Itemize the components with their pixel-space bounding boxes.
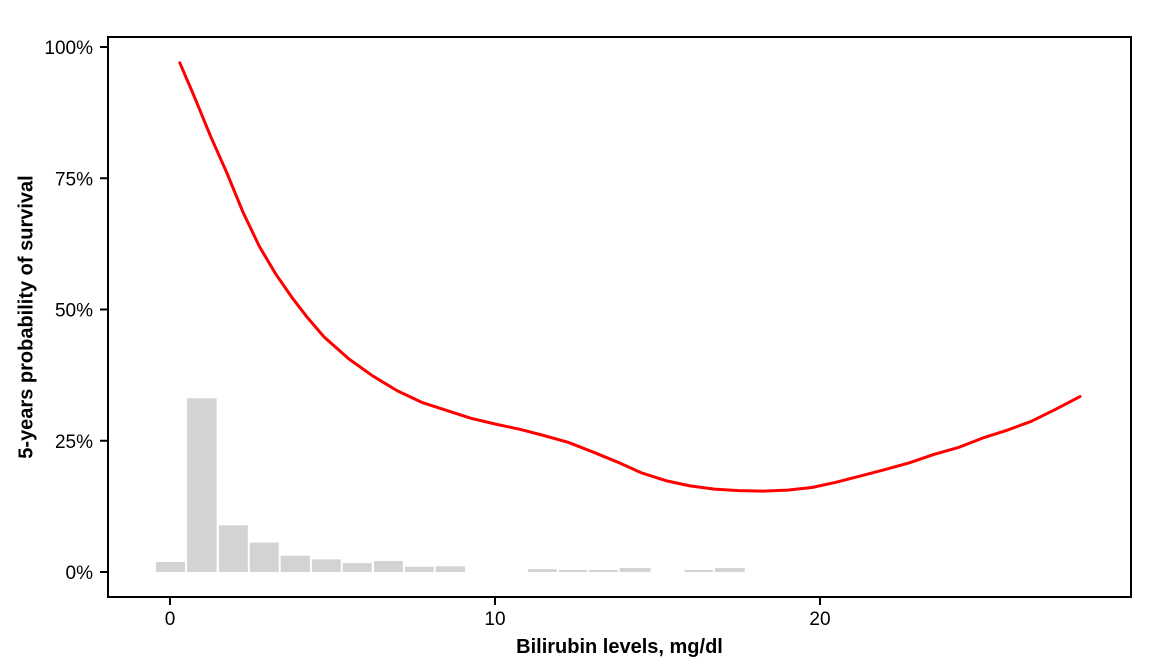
histogram-bar [249, 542, 279, 572]
y-axis-title: 5-years probability of survival [15, 175, 38, 459]
y-tick-label: 75% [55, 169, 93, 190]
histogram-bar [435, 566, 465, 572]
y-tick-label: 50% [55, 301, 93, 322]
x-axis-title: Bilirubin levels, mg/dl [516, 636, 723, 658]
histogram-bar [404, 566, 434, 572]
histogram-bar [187, 398, 217, 572]
x-tick-label: 0 [165, 609, 176, 630]
histogram-bar [155, 562, 186, 572]
histogram-bar [218, 525, 248, 572]
histogram-bar [684, 569, 713, 572]
histogram-bar [342, 563, 372, 572]
histogram-bar [714, 568, 745, 572]
histogram-bar [589, 569, 618, 572]
y-tick-label: 0% [66, 563, 94, 584]
histogram-bar [373, 560, 403, 572]
histogram-bar [528, 569, 557, 572]
panel-border [107, 36, 1132, 598]
histogram-bar [558, 569, 588, 572]
histogram-bar [619, 568, 651, 572]
x-tick-label: 10 [484, 609, 505, 630]
smoothed-survival-curve [178, 61, 1082, 493]
histogram-bar [311, 559, 341, 572]
x-tick-label: 20 [809, 609, 830, 630]
y-tick-label: 100% [44, 38, 93, 59]
histogram-bar [280, 555, 310, 572]
y-tick-label: 25% [55, 432, 93, 453]
